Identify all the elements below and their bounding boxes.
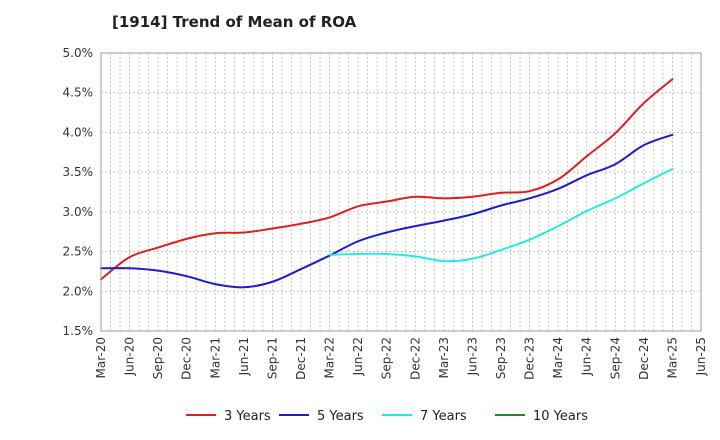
y-tick-label: 4.5%	[63, 86, 94, 100]
legend-label-10-years: 10 Years	[533, 409, 588, 424]
x-axis-ticks: Mar-20 Jun-20 Sep-20 Dec-20 Mar-21 Jun-21 Sep-…	[94, 337, 708, 380]
chart-title: [1914] Trend of Mean of ROA	[112, 13, 357, 31]
y-tick-label: 5.0%	[63, 46, 94, 60]
x-tick-label: Mar-24	[551, 337, 565, 378]
x-tick-label: Mar-20	[94, 337, 108, 378]
x-tick-label: Sep-23	[494, 337, 508, 379]
x-tick-label: Jun-20	[123, 337, 137, 376]
series-line-3-years	[100, 78, 674, 281]
x-tick-label: Mar-23	[437, 337, 451, 378]
x-tick-label: Mar-25	[665, 337, 679, 378]
x-tick-label: Dec-22	[408, 337, 422, 380]
grid-lines	[101, 53, 701, 331]
x-tick-label: Jun-23	[465, 337, 479, 376]
legend: 3 Years 5 Years 7 Years 10 Years	[186, 409, 588, 424]
x-tick-label: Sep-22	[380, 337, 394, 379]
x-tick-label: Sep-20	[151, 337, 165, 379]
y-tick-label: 4.0%	[63, 125, 94, 139]
x-tick-label: Jun-21	[237, 337, 251, 376]
legend-label-7-years: 7 Years	[420, 409, 467, 424]
series-lines	[100, 78, 674, 289]
x-tick-label: Sep-24	[608, 337, 622, 379]
y-tick-label: 2.0%	[63, 284, 94, 298]
x-tick-label: Jun-22	[351, 337, 365, 376]
x-tick-label: Sep-21	[265, 337, 279, 379]
y-tick-label: 3.0%	[63, 205, 94, 219]
x-tick-label: Dec-23	[523, 337, 537, 380]
y-axis-ticks: 1.5% 2.0% 2.5% 3.0% 3.5% 4.0% 4.5% 5.0%	[63, 46, 94, 338]
legend-label-3-years: 3 Years	[224, 409, 271, 424]
series-line-5-years	[100, 133, 674, 289]
x-tick-label: Dec-21	[294, 337, 308, 380]
x-tick-label: Mar-22	[323, 337, 337, 378]
x-tick-label: Jun-25	[694, 337, 708, 376]
series-line-7-years	[328, 167, 674, 263]
x-tick-label: Mar-21	[208, 337, 222, 378]
legend-label-5-years: 5 Years	[317, 409, 364, 424]
plot-area	[101, 53, 701, 331]
y-tick-label: 3.5%	[63, 165, 94, 179]
plot-frame	[100, 52, 702, 332]
x-tick-label: Dec-20	[180, 337, 194, 380]
y-tick-label: 2.5%	[63, 245, 94, 259]
x-tick-label: Dec-24	[637, 337, 651, 380]
x-tick-label: Jun-24	[580, 337, 594, 376]
y-tick-label: 1.5%	[63, 324, 94, 338]
